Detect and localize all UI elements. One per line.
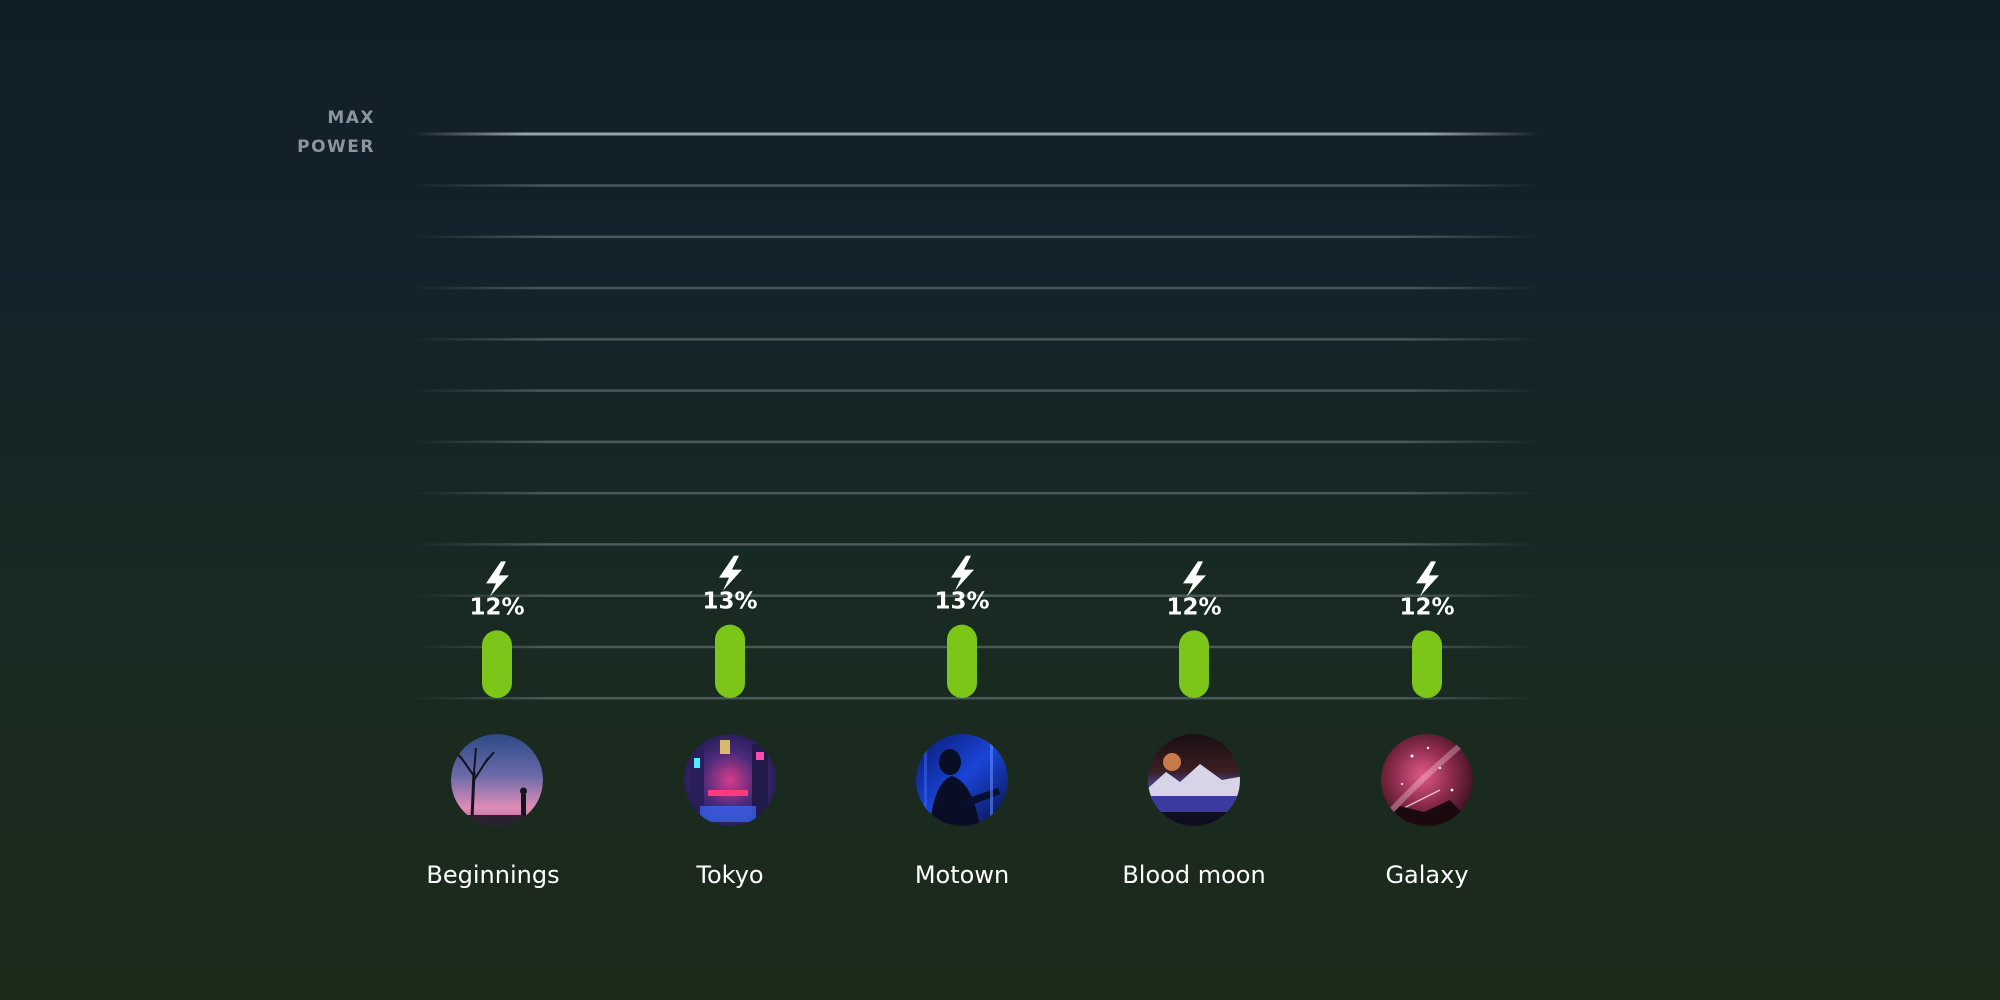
value-label-blood-moon: 12% [1166, 594, 1221, 620]
lightning-icon [951, 555, 974, 591]
lightning-icon [1416, 561, 1439, 597]
bar-beginnings [482, 630, 512, 698]
gridline [412, 594, 1540, 597]
value-label-galaxy: 12% [1399, 594, 1454, 620]
gridline [412, 543, 1540, 546]
gridlines [412, 132, 1540, 700]
value-label-beginnings: 12% [469, 594, 524, 620]
value-label-motown: 13% [934, 589, 989, 615]
max-label-line2: POWER [297, 137, 375, 157]
gridline [412, 697, 1540, 700]
bar-tokyo [715, 624, 745, 698]
category-label-galaxy: Galaxy [1385, 861, 1468, 889]
category-label-motown: Motown [915, 861, 1009, 889]
bars: 12% Beginnings 13% Tokyo 13% Motown 12% Blood m… [426, 555, 1469, 889]
gridline [412, 491, 1540, 495]
gridline [412, 286, 1540, 290]
category-label-blood-moon: Blood moon [1122, 861, 1265, 889]
tree-dusk-thumbnail [451, 734, 543, 826]
category-label-beginnings: Beginnings [426, 861, 559, 889]
category-label-tokyo: Tokyo [695, 861, 763, 889]
max-power-line [412, 132, 1540, 136]
gridline [412, 184, 1540, 187]
lightning-icon [1183, 561, 1206, 597]
bar-motown [947, 624, 977, 698]
gridline [412, 440, 1540, 444]
neon-city-thumbnail [684, 734, 776, 826]
milky-way-thumbnail [1381, 734, 1473, 826]
value-label-tokyo: 13% [702, 589, 757, 615]
gridline [412, 235, 1540, 239]
lightning-icon [486, 561, 509, 597]
gridline [412, 338, 1540, 341]
max-label-line1: MAX [327, 108, 375, 128]
bar-blood-moon [1179, 630, 1209, 698]
bar-galaxy [1412, 630, 1442, 698]
gridline [412, 389, 1540, 392]
moon-mountain-thumbnail [1148, 734, 1240, 826]
lightning-icon [719, 555, 742, 591]
guitarist-blue-thumbnail [916, 734, 1008, 826]
